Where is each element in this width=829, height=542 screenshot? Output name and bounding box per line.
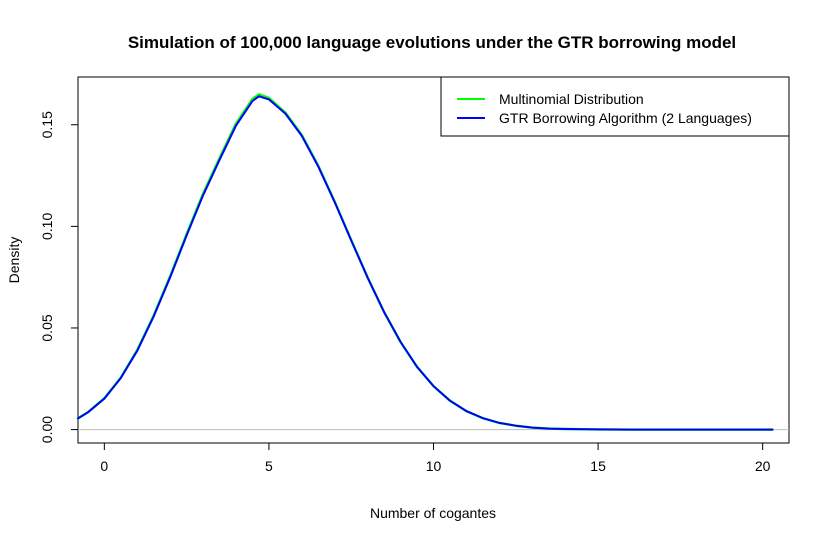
legend-box: [440, 76, 790, 137]
y-tick-label: 0.05: [39, 314, 55, 341]
legend-label-multinomial: Multinomial Distribution: [499, 91, 644, 107]
x-axis: 0 5 10 15 20: [100, 443, 771, 474]
x-axis-label: Number of cogantes: [370, 505, 496, 521]
y-axis: 0.00 0.05 0.10 0.15: [39, 111, 78, 443]
legend-label-gtr: GTR Borrowing Algorithm (2 Languages): [499, 110, 752, 126]
x-tick-label: 5: [265, 458, 273, 474]
legend: Multinomial Distribution GTR Borrowing A…: [440, 76, 790, 137]
x-tick-label: 0: [100, 458, 108, 474]
series-line-multinomial: [76, 93, 774, 431]
chart-title: Simulation of 100,000 language evolution…: [128, 33, 736, 52]
y-tick-label: 0.15: [39, 111, 55, 138]
y-tick-label: 0.00: [39, 416, 55, 443]
series-layer: [76, 93, 774, 431]
x-tick-label: 10: [426, 458, 442, 474]
y-tick-label: 0.10: [39, 213, 55, 240]
series-line-gtr: [77, 95, 774, 431]
y-axis-label: Density: [6, 237, 22, 284]
x-tick-label: 20: [755, 458, 771, 474]
x-tick-label: 15: [590, 458, 606, 474]
